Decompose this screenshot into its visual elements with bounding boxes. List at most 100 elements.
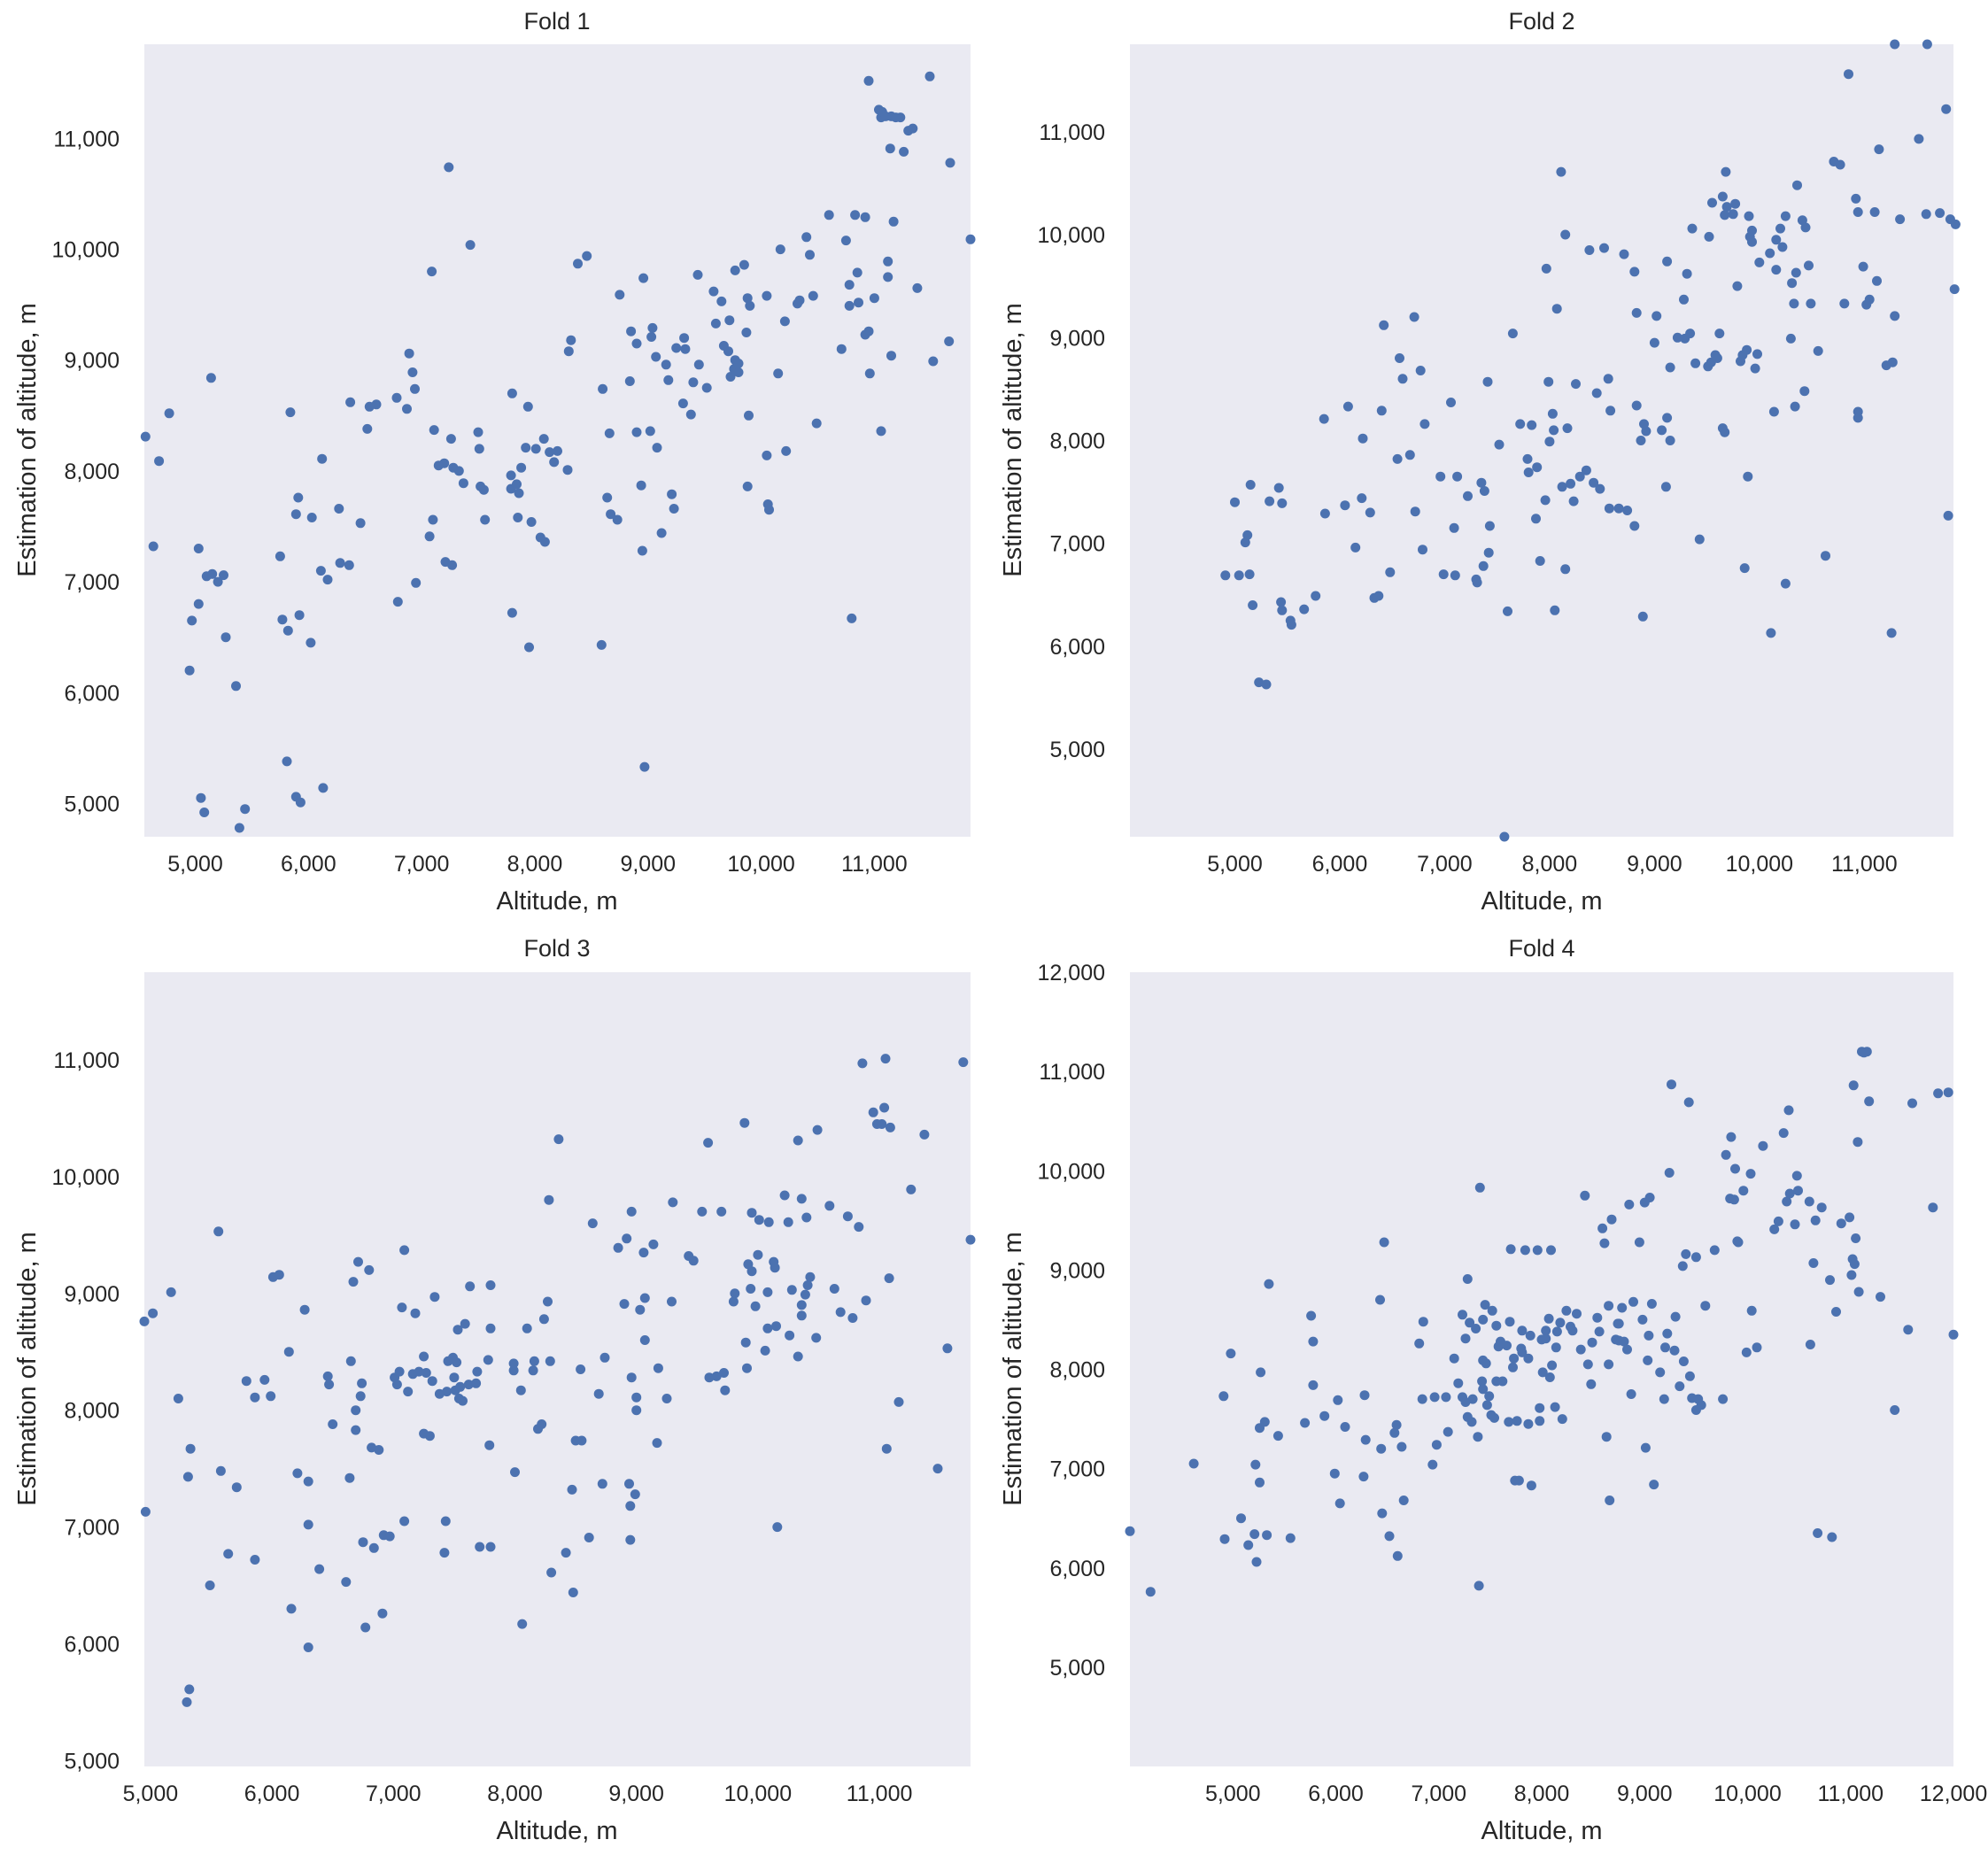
data-point [1594, 1326, 1605, 1337]
data-point [1720, 427, 1730, 437]
data-point [688, 377, 699, 388]
data-point [1721, 166, 1731, 177]
data-point [648, 1239, 659, 1249]
data-point [883, 256, 893, 267]
data-point [730, 265, 740, 275]
y-tick-label: 10,000 [1038, 223, 1105, 248]
data-point [193, 599, 204, 609]
y-tick-label: 8,000 [1049, 429, 1105, 454]
data-point [213, 576, 223, 587]
data-point [587, 1218, 598, 1229]
data-point [1418, 545, 1427, 555]
data-point [631, 427, 642, 437]
data-point [1507, 328, 1518, 339]
x-tick-label: 9,000 [608, 1782, 664, 1806]
data-point [424, 531, 435, 542]
data-point [1277, 498, 1288, 508]
data-point [710, 318, 721, 328]
data-point [1622, 506, 1633, 515]
data-point [724, 315, 735, 326]
data-point [1729, 1194, 1739, 1205]
data-point [1398, 1496, 1409, 1505]
data-point [1414, 1338, 1425, 1349]
data-point [1261, 679, 1272, 690]
data-point [1634, 1237, 1644, 1248]
data-point [285, 407, 296, 418]
y-tick-label: 10,000 [1038, 1159, 1105, 1184]
data-point [1752, 1342, 1762, 1353]
data-point [1491, 1320, 1502, 1331]
data-point [1604, 503, 1614, 514]
data-point [636, 480, 646, 491]
data-point [539, 537, 550, 547]
data-point [485, 1323, 496, 1333]
data-point [1481, 1358, 1491, 1369]
data-point [429, 425, 439, 436]
x-tick-label: 11,000 [1831, 852, 1898, 877]
data-point [364, 1264, 375, 1275]
data-point [1517, 1347, 1528, 1357]
data-point [553, 445, 562, 456]
data-point [1300, 1418, 1311, 1428]
data-point [771, 1321, 781, 1332]
data-point [1549, 425, 1559, 436]
data-point [720, 1385, 731, 1395]
data-point [854, 298, 863, 308]
data-point [351, 1425, 361, 1435]
data-point [410, 1308, 421, 1318]
data-point [1890, 39, 1900, 50]
data-point [439, 1548, 450, 1558]
data-point [667, 489, 677, 499]
data-point [1738, 1186, 1749, 1196]
data-point [282, 756, 292, 767]
data-point [507, 388, 517, 398]
y-tick-label: 5,000 [1049, 738, 1105, 762]
data-point [1226, 1349, 1236, 1359]
x-tick-label: 8,000 [487, 1782, 543, 1806]
data-point [805, 250, 815, 260]
data-point [786, 1285, 797, 1295]
data-point [1853, 1287, 1864, 1297]
data-point [869, 293, 879, 304]
data-point [1732, 281, 1743, 291]
data-point [566, 335, 576, 345]
data-point [1360, 1434, 1371, 1445]
x-tick-label: 8,000 [1514, 1782, 1570, 1806]
data-point [863, 326, 874, 336]
data-point [472, 1366, 483, 1377]
data-point [1696, 1400, 1706, 1411]
data-point [842, 1211, 853, 1222]
data-point [414, 1366, 424, 1377]
data-point [166, 1287, 176, 1297]
data-point [1477, 1376, 1488, 1387]
x-tick-label: 9,000 [1617, 1782, 1673, 1806]
data-point [881, 1443, 892, 1454]
data-point [1845, 1212, 1855, 1223]
data-point [173, 1394, 183, 1403]
data-point [1517, 1326, 1528, 1336]
data-point [1340, 1422, 1350, 1432]
data-point [1707, 197, 1717, 208]
data-point [1230, 497, 1240, 507]
data-point [1806, 298, 1816, 309]
data-point [514, 488, 524, 499]
data-point [294, 610, 305, 621]
chart-title: Fold 2 [1508, 8, 1574, 35]
y-tick-label: 5,000 [64, 1749, 120, 1774]
data-point [1541, 263, 1551, 274]
data-point [624, 1479, 634, 1489]
data-point [779, 316, 790, 327]
data-point [725, 372, 736, 382]
data-point [1264, 1279, 1274, 1289]
data-point [474, 444, 484, 454]
data-point [576, 1435, 587, 1446]
data-point [1417, 1394, 1427, 1404]
data-point [515, 1385, 526, 1395]
data-point [187, 615, 197, 626]
data-point [1664, 1168, 1675, 1178]
data-point [1667, 1079, 1676, 1090]
data-point [1508, 1362, 1518, 1372]
data-point [1643, 1355, 1653, 1365]
y-tick-label: 9,000 [64, 1282, 120, 1307]
